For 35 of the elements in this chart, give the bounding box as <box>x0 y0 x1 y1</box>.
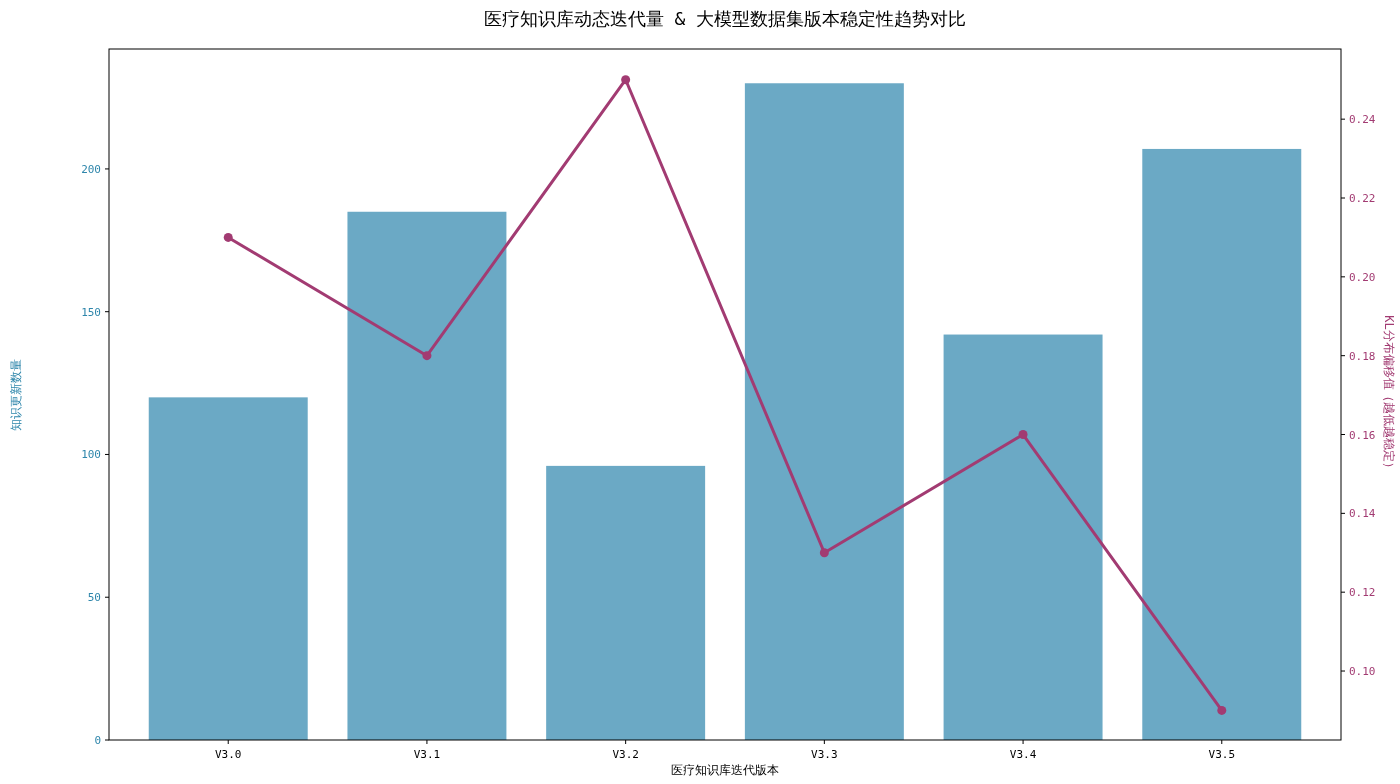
y-tick-label: 0 <box>94 734 101 747</box>
y2-axis-title: KL分布偏移值（越低越稳定） <box>1382 315 1396 474</box>
point <box>422 351 432 361</box>
chart-title: 医疗知识库动态迭代量 & 大模型数据集版本稳定性趋势对比 <box>483 8 967 29</box>
x-tick-label: V3.4 <box>1009 748 1037 761</box>
point <box>1018 430 1028 440</box>
y2-tick-label: 0.14 <box>1349 507 1376 521</box>
y-tick-label: 150 <box>81 305 101 319</box>
x-tick-label: V3.0 <box>214 748 242 761</box>
bar <box>347 211 507 740</box>
y-tick-label: 200 <box>81 162 101 176</box>
y-tick-label: 100 <box>81 448 101 462</box>
bar <box>943 334 1103 740</box>
bar <box>148 397 308 740</box>
y2-tick-label: 0.12 <box>1349 586 1376 600</box>
y2-tick-label: 0.20 <box>1349 270 1376 284</box>
bar <box>744 83 904 740</box>
point <box>223 232 233 242</box>
y2-tick-label: 0.18 <box>1349 349 1376 363</box>
point <box>1217 705 1227 715</box>
x-tick-label: V3.1 <box>413 748 441 761</box>
y2-tick-label: 0.22 <box>1349 192 1376 205</box>
point <box>621 75 631 85</box>
y2-tick-label: 0.24 <box>1349 113 1376 127</box>
x-axis-title: 医疗知识库迭代版本 <box>671 763 779 777</box>
point <box>819 548 829 558</box>
y2-tick-label: 0.16 <box>1349 428 1376 442</box>
y-axis-title: 知识更新数量 <box>9 358 23 431</box>
y2-tick-label: 0.10 <box>1349 665 1376 679</box>
bar <box>546 465 706 740</box>
y-tick-label: 50 <box>87 591 101 605</box>
x-tick-label: V3.5 <box>1208 748 1236 761</box>
bar <box>1142 148 1302 740</box>
x-tick-label: V3.3 <box>811 748 838 761</box>
x-tick-label: V3.2 <box>612 748 639 761</box>
